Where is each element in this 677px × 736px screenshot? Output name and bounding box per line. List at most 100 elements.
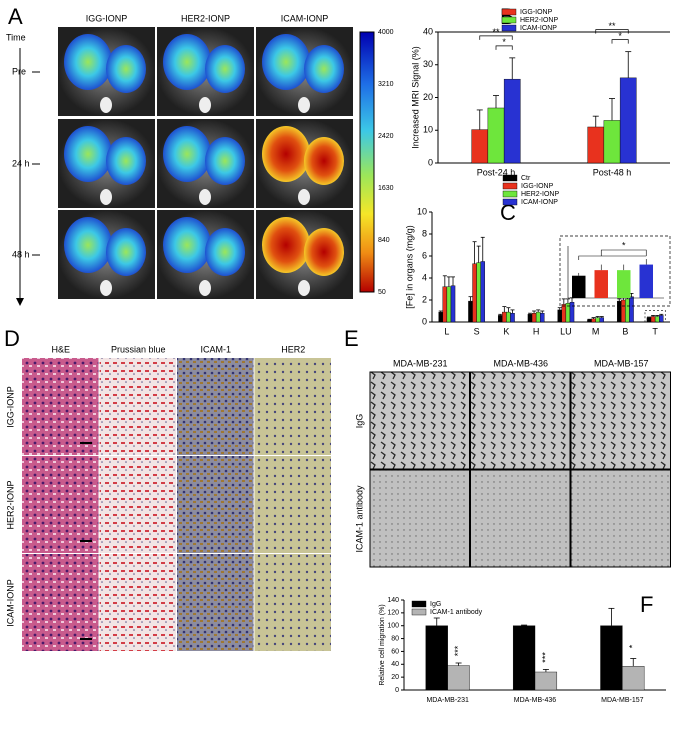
histology-image [177, 358, 254, 455]
tissue [100, 97, 112, 113]
inset-bar [639, 264, 653, 298]
y-axis-label: Relative cell migration (%) [379, 604, 386, 685]
row-label: 48 h [12, 249, 30, 259]
panel-label: D [4, 326, 20, 351]
bar [569, 302, 575, 323]
y-tick-label: 0 [422, 316, 427, 326]
significance: * [628, 644, 638, 648]
histology-image [99, 456, 176, 553]
histology-image [254, 554, 331, 651]
y-tick-label: 20 [423, 92, 433, 102]
bar [471, 129, 489, 164]
y-tick-label: 20 [391, 674, 399, 681]
tissue [100, 280, 112, 296]
histology-image [177, 554, 254, 651]
x-tick-label: MDA-MB-157 [601, 697, 644, 704]
x-tick-label: MDA-MB-231 [426, 697, 469, 704]
bar [487, 107, 505, 164]
bar [650, 316, 656, 323]
y-tick-label: 10 [423, 125, 433, 135]
x-tick-label: S [474, 326, 480, 336]
tumor-signal [64, 217, 112, 273]
x-tick-label: LU [560, 326, 572, 336]
bar [622, 666, 645, 691]
bar [600, 625, 623, 691]
column-header: MDA-MB-436 [493, 358, 548, 368]
tissue [298, 189, 310, 205]
tumor-signal [205, 45, 245, 93]
inset-bar [572, 275, 586, 298]
bar [512, 625, 536, 691]
x-tick-label: Post-48 h [593, 167, 632, 177]
histology-image [99, 358, 176, 455]
tumor-signal [163, 34, 211, 90]
y-tick-label: 0 [428, 157, 433, 167]
x-tick-label: T [652, 326, 658, 336]
legend-swatch [501, 24, 517, 32]
y-tick-label: 80 [391, 635, 399, 642]
row-label: HER2-IONP [5, 480, 15, 529]
colorbar-tick-label: 2420 [378, 133, 394, 140]
x-tick-label: Post-24 h [477, 167, 516, 177]
tumor-signal [205, 228, 245, 276]
bar [557, 309, 562, 323]
legend-swatch [501, 16, 517, 24]
bar [587, 126, 605, 164]
bar [595, 317, 600, 323]
tissue [298, 97, 310, 113]
row-label: Pre [12, 66, 26, 76]
y-tick-label: 6 [422, 250, 427, 260]
y-tick-label: 4 [422, 272, 427, 282]
legend-swatch [502, 190, 518, 198]
bar [561, 304, 567, 323]
bar [616, 300, 622, 323]
row-label: IgG [354, 414, 364, 429]
column-header: H&E [51, 344, 70, 354]
y-tick-label: 40 [423, 26, 433, 36]
bar [599, 317, 605, 323]
panel-label: A [8, 4, 23, 29]
colorbar-tick-label: 1630 [378, 185, 394, 192]
legend-label: ICAM-IONP [520, 25, 557, 32]
y-axis-label: Increased MRI Signal (%) [410, 46, 420, 149]
bar [654, 316, 660, 323]
bar [625, 298, 630, 323]
tumor-signal [106, 228, 146, 276]
bar [629, 296, 634, 323]
bar [480, 261, 486, 323]
bar [587, 319, 592, 323]
y-tick-label: 60 [391, 648, 399, 655]
tumor-signal [64, 126, 112, 182]
column-header: HER2 [281, 344, 305, 354]
significance: * [502, 37, 506, 47]
legend-label: HER2-IONP [520, 17, 558, 24]
tumor-signal [106, 137, 146, 185]
bar [621, 299, 626, 323]
x-tick-label: L [444, 326, 449, 336]
histology-image [254, 358, 331, 455]
legend-swatch [502, 198, 518, 206]
histology-image [254, 456, 331, 553]
tumor-signal [64, 34, 112, 90]
colorbar [359, 31, 375, 293]
tumor-signal [304, 137, 344, 185]
legend-label: HER2-IONP [521, 191, 559, 198]
tissue [199, 280, 211, 296]
inset-bar [594, 270, 608, 298]
inset-bar [617, 270, 631, 298]
bar [450, 285, 456, 323]
colorbar-tick-label: 840 [378, 237, 390, 244]
bar [535, 311, 541, 323]
y-tick-label: 100 [387, 623, 399, 630]
panel-label: E [344, 326, 359, 351]
tissue [199, 97, 211, 113]
legend-swatch [411, 608, 427, 616]
bar [438, 311, 443, 323]
bar [527, 314, 533, 323]
x-tick-label: K [503, 326, 509, 336]
row-label: ICAM-IONP [5, 579, 15, 627]
bar [503, 78, 521, 164]
y-tick-label: 30 [423, 59, 433, 69]
migration-image [470, 371, 571, 470]
legend-label: IGG-IONP [521, 183, 554, 190]
